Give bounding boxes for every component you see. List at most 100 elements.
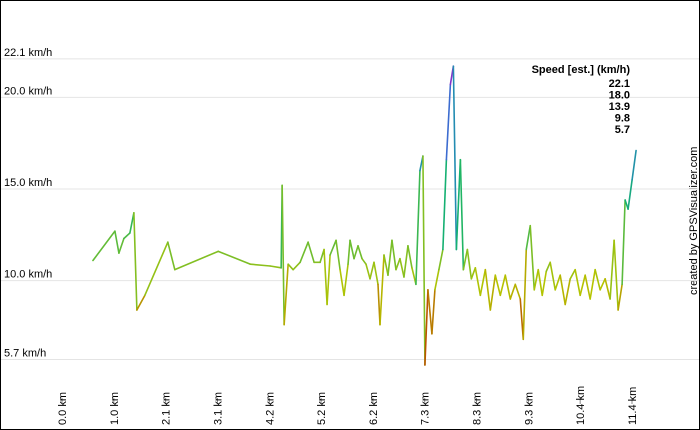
- speed-segment: [123, 232, 131, 240]
- speed-segment: [494, 274, 502, 297]
- speed-segment: [434, 268, 440, 291]
- y-tick-label: 10.0 km/h: [4, 269, 52, 281]
- speed-segment: [569, 268, 576, 280]
- speed-segment: [431, 289, 436, 335]
- speed-segment: [281, 184, 285, 326]
- x-tick-label: 10.4 km: [575, 386, 587, 425]
- speed-segment: [118, 237, 125, 254]
- speed-segment: [474, 267, 482, 297]
- x-tick-label: 4.2 km: [264, 392, 276, 425]
- speed-segment: [283, 263, 289, 326]
- speed-segment: [422, 155, 426, 366]
- speed-segment: [627, 179, 633, 210]
- speed-segment: [136, 294, 146, 311]
- speed-segment: [292, 261, 301, 271]
- speed-segment: [589, 268, 596, 300]
- x-tick-label: 0.0 km: [57, 392, 69, 425]
- speed-segment: [549, 261, 557, 291]
- speed-segment: [369, 261, 375, 280]
- x-tick-label: 9.3 km: [523, 392, 535, 425]
- speed-segment: [438, 248, 444, 271]
- speed-segment: [537, 268, 544, 297]
- y-tick-label: 22.1 km/h: [4, 47, 52, 59]
- y-tick-label: 15.0 km/h: [4, 177, 52, 189]
- speed-segment: [299, 241, 309, 264]
- speed-segment: [323, 248, 328, 306]
- speed-segment: [174, 250, 220, 271]
- speed-segment: [349, 239, 355, 260]
- speed-segment: [514, 283, 522, 300]
- speed-segment: [249, 263, 271, 267]
- speed-segment: [609, 239, 615, 300]
- speed-segment: [442, 158, 448, 251]
- speed-segment: [365, 263, 371, 280]
- legend-label: 18.0: [609, 90, 630, 102]
- speed-segment: [604, 278, 611, 300]
- y-tick-label: 20.0 km/h: [4, 85, 52, 97]
- speed-segment: [217, 250, 252, 265]
- x-tick-label: 7.3 km: [420, 392, 432, 425]
- speed-segment: [479, 268, 487, 297]
- x-tick-label: 3.1 km: [212, 392, 224, 425]
- speed-segment: [387, 239, 393, 276]
- speed-segment: [574, 268, 581, 297]
- speed-segment: [452, 65, 458, 251]
- speed-segment: [399, 257, 405, 278]
- speed-segment: [353, 245, 359, 260]
- speed-segment: [462, 248, 469, 271]
- speed-segment: [114, 230, 120, 254]
- speed-segment: [307, 241, 315, 264]
- speed-segment: [383, 254, 389, 276]
- speed-segment: [594, 268, 601, 291]
- speed-segment: [545, 261, 552, 273]
- speed-segment: [584, 274, 591, 300]
- speed-segment: [613, 239, 619, 311]
- legend-label: 9.8: [615, 113, 630, 125]
- y-tick-label: 5.7 km/h: [4, 348, 46, 360]
- speed-segment: [470, 267, 477, 280]
- legend-label: 13.9: [609, 101, 630, 113]
- speed-segment: [522, 248, 528, 341]
- speed-segment: [335, 239, 341, 271]
- speed-segment: [533, 268, 540, 291]
- speed-segment: [445, 83, 452, 161]
- speed-segment: [424, 289, 429, 366]
- speed-segment: [621, 199, 626, 286]
- speed-segment: [391, 239, 397, 271]
- speed-segment: [529, 224, 536, 291]
- speed-segment: [339, 268, 345, 297]
- speed-segment: [525, 224, 532, 251]
- speed-segment: [357, 245, 363, 260]
- speed-segment: [361, 257, 367, 265]
- speed-segment: [509, 283, 517, 300]
- x-tick-label: 2.1 km: [161, 392, 173, 425]
- speed-segment: [427, 289, 433, 335]
- legend-title: Speed [est.] (km/h): [532, 64, 631, 76]
- x-tick-label: 1.0 km: [109, 392, 121, 425]
- speed-segment: [326, 254, 331, 306]
- speed-segment: [407, 245, 413, 269]
- legend-label: 5.7: [615, 124, 630, 136]
- speed-segment: [379, 254, 385, 326]
- speed-segment: [144, 241, 169, 297]
- speed-segment: [167, 241, 176, 271]
- speed-segment: [504, 274, 512, 300]
- credit: created by GPSVisualizer.com: [688, 147, 700, 295]
- x-tick-label: 6.2 km: [368, 392, 380, 425]
- speed-segment: [347, 239, 351, 265]
- speed-segment: [373, 261, 379, 286]
- speed-segment: [554, 274, 562, 291]
- x-tick-label: 5.2 km: [316, 392, 328, 425]
- speed-segment: [631, 149, 637, 181]
- speed-segment: [403, 245, 409, 278]
- speed-segment: [599, 278, 606, 291]
- speed-segment: [466, 248, 473, 280]
- x-tick-label: 8.3 km: [472, 392, 484, 425]
- speed-segment: [579, 274, 586, 297]
- speed-segment: [269, 265, 282, 269]
- speed-segment: [287, 263, 294, 271]
- speed-segment: [133, 212, 138, 311]
- speed-segment: [329, 239, 337, 256]
